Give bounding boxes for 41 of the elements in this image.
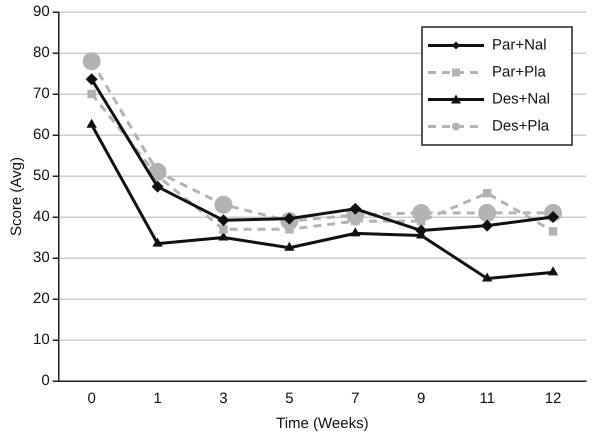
- point: [86, 73, 98, 86]
- y-tick-label: 30: [32, 249, 50, 266]
- y-tick-label: 60: [32, 126, 50, 144]
- y-tick-label: 20: [32, 290, 50, 308]
- x-tick-label: 7: [351, 390, 360, 408]
- y-axis-title: Score (Avg): [8, 157, 26, 236]
- x-axis-title: Time (Weeks): [276, 415, 369, 432]
- x-tick-label: 12: [544, 390, 562, 408]
- legend-label: Des+Pla: [492, 118, 550, 135]
- y-tick-label: 10: [32, 331, 50, 348]
- y-tick-label: 0: [41, 372, 50, 390]
- point: [482, 188, 492, 198]
- y-tick-label: 50: [32, 167, 50, 184]
- point: [82, 52, 101, 70]
- point: [548, 227, 558, 236]
- point: [350, 227, 360, 236]
- x-tick-label: 5: [285, 390, 294, 408]
- point: [481, 220, 494, 232]
- x-tick-label: 9: [417, 390, 426, 408]
- point: [217, 214, 230, 226]
- point: [482, 272, 492, 282]
- point: [86, 118, 97, 128]
- point: [219, 225, 228, 234]
- point: [548, 266, 558, 276]
- x-tick-label: 11: [479, 390, 495, 408]
- y-tick-label: 80: [32, 44, 50, 62]
- point: [478, 204, 496, 222]
- x-tick-label: 0: [87, 390, 96, 408]
- point: [284, 242, 295, 251]
- point: [152, 180, 164, 193]
- y-tick-label: 70: [32, 85, 50, 102]
- x-tick-label: 3: [219, 390, 228, 408]
- y-tick-label: 40: [32, 208, 50, 226]
- point: [87, 90, 96, 98]
- legend-label: Par+Nal: [492, 36, 547, 54]
- legend-label: Par+Pla: [492, 64, 546, 81]
- point: [214, 196, 232, 214]
- y-tick-label: 90: [32, 3, 50, 20]
- point: [152, 238, 163, 247]
- legend-label: Des+Nal: [492, 90, 550, 108]
- x-tick-label: 1: [153, 390, 162, 408]
